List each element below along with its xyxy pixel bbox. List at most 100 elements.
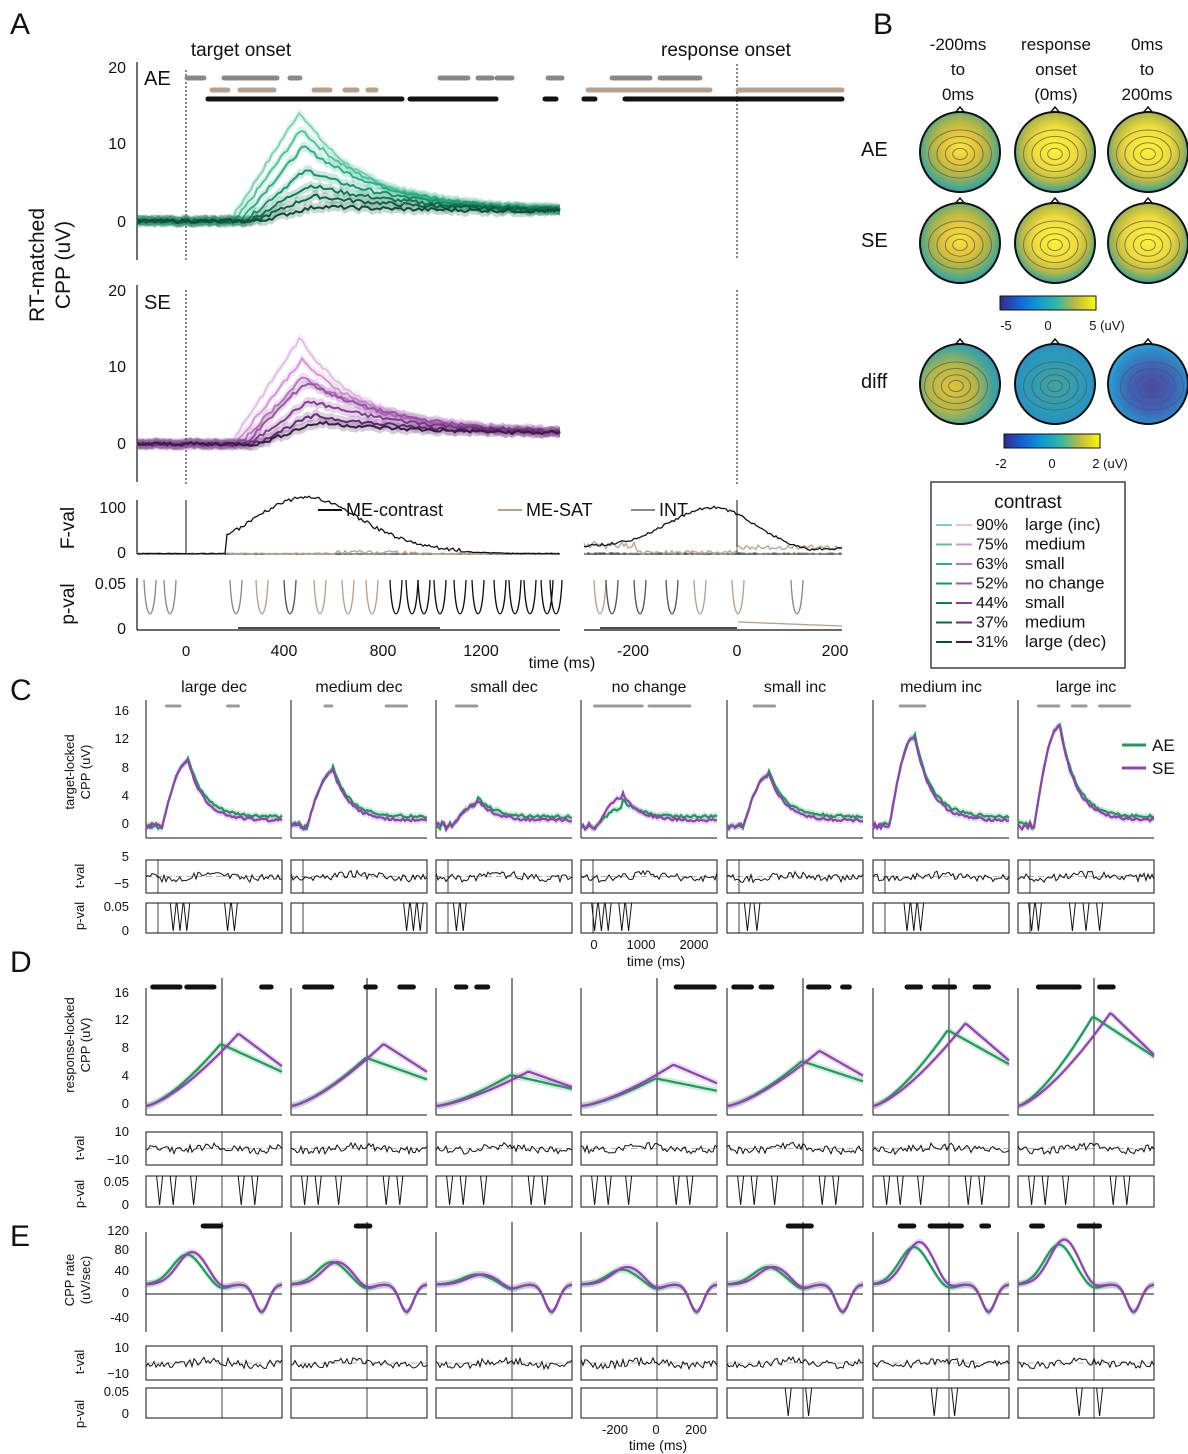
contrast-legend-row-2: 63% small [936,554,1065,573]
tval-trace [435,1356,573,1371]
se-trace [436,1273,573,1314]
pval-spike-22 [665,579,679,615]
condition-header-2: small dec [470,679,538,696]
pval-spike-1 [459,1175,467,1206]
pval-frame [872,1175,1010,1208]
se-trace [726,1049,864,1108]
pval-spike-2 [917,902,925,932]
topomap-contour-0 [924,361,988,411]
ae-trace [1017,1015,1155,1108]
panel-d-ylabel-line2: CPP (uV) [78,1018,93,1073]
pval-spike-2 [480,1175,488,1206]
topomap-r0-c0 [919,105,1001,193]
c-plot-2 [435,700,573,839]
xtick-200: 200 [822,643,849,660]
topomap-contour-2 [1039,142,1071,166]
ae-band [581,1266,717,1316]
pval-spike-3 [818,1175,826,1206]
col-header-pre-2: to [951,60,965,79]
pval-spike-2 [229,579,243,615]
topomap-contour-2 [1136,374,1168,398]
e-stats-0 [145,1345,283,1419]
fval-right-sat [583,540,843,555]
band-90% [137,333,560,451]
pval-spike-3 [255,579,269,615]
pval-spike-0 [903,902,911,932]
xtick-0: 0 [182,643,190,660]
panel-c-ylabel-line1: target-locked [62,734,77,809]
pval-frame [290,1175,428,1208]
c-plot-4 [725,700,864,839]
c-plot-3 [580,700,718,839]
se-trace [145,1032,283,1108]
pval-spike-0 [743,902,751,932]
pval-spike-8 [389,579,403,615]
se-trace [726,1265,864,1314]
topomap-nose [1049,196,1061,205]
pval-spike-2 [917,1175,925,1206]
pval-spike-2 [625,1175,633,1206]
pval-spike-0 [169,902,177,932]
topomap-contour-0 [1116,220,1180,270]
d-stats-4 [726,1131,864,1208]
ae-band [873,730,1009,832]
d-stats-6 [1017,1131,1155,1208]
se-trace [580,1063,718,1108]
pval-spike-2 [183,902,191,932]
legend-me-contrast: ME-contrast [346,500,443,520]
pval-spike-3 [618,902,626,932]
col-header-pre-1: -200ms [930,35,987,54]
panel-d-ylabel: response-locked CPP (uV) [62,997,93,1092]
trace-31% [136,204,561,224]
colorbar-2-min: -2 [995,456,1007,471]
tval-trace [290,869,428,883]
panel-c-ylabel-line2: CPP (uV) [78,745,93,800]
pval-spike-0 [930,1387,938,1417]
e-tval-tick-minus10: −10 [107,1366,129,1381]
col-header-onset-1: response [1021,35,1091,54]
se-trace [1017,724,1155,832]
panel-letter-c: C [10,674,32,707]
pval-spike-4 [396,1175,404,1206]
se-trace [1017,1238,1155,1314]
e-ytick-minus40: -40 [110,1310,129,1325]
legend-pct-6: 31% [976,634,1008,651]
pval-frame [290,902,428,934]
d-tval-tick-10: 10 [115,1124,129,1139]
d-plot-5 [872,978,1010,1116]
pval-spike-21 [633,579,647,615]
tval-trace [580,1141,718,1155]
pval-spike-0 [446,1175,454,1206]
e-tval-label: t-val [72,1350,87,1375]
pval-spike-25 [790,579,804,615]
se-trace [1017,1012,1155,1108]
contrast-legend-row-6: 31% large (dec) [936,632,1106,651]
condition-header-3: no change [612,679,687,696]
c-plot-6 [1017,700,1155,839]
c-stats-6 [1017,859,1155,934]
topomap-contour-2 [1039,233,1071,257]
topomap-r0-c2 [1107,105,1188,193]
pval-spike-1 [1034,902,1042,932]
topomap-contour-3 [1047,238,1063,252]
contrast-legend-row-5: 37% medium [936,613,1085,632]
topomap-r2-c1 [1014,337,1096,425]
e-tval-tick-10: 10 [115,1340,129,1355]
se-trace [145,1250,283,1314]
c-plot-1 [290,700,428,839]
topomap-head [1014,343,1096,425]
panel-d-ylabel-line1: response-locked [62,997,77,1092]
ae-trace [581,797,718,830]
legend-label-3: no change [1025,574,1104,593]
pval-frame [726,902,864,934]
se-trace [872,1240,1010,1314]
pval-spike-3 [964,1175,972,1206]
col-header-post-2: to [1140,60,1154,79]
legend-label-6: large (dec) [1025,632,1106,651]
d-tval-tick-minus10: −10 [107,1152,129,1167]
pval-spike-1 [951,1387,959,1417]
c-ytick-16: 16 [115,703,129,718]
pval-spike-24 [731,579,745,615]
pval-spike-4 [1123,1175,1131,1206]
topomap-contour-3 [1047,147,1063,161]
